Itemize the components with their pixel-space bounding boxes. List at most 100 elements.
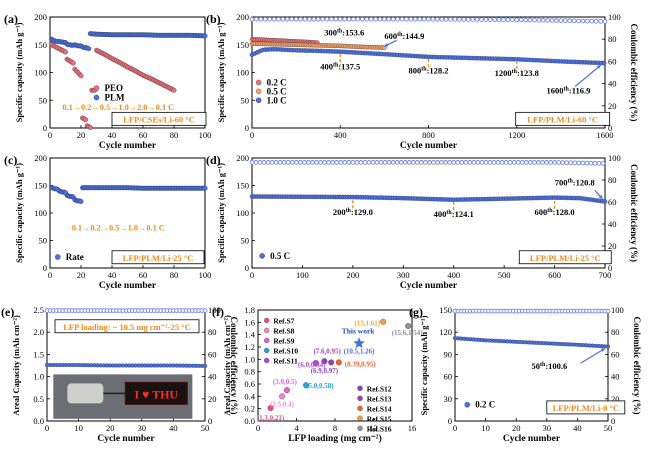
peo-point [78, 73, 84, 79]
ce-point [289, 160, 295, 165]
ce-point [572, 160, 578, 166]
y-tick-label: 150 [34, 40, 47, 50]
x-axis-label: Cycle number [400, 281, 458, 291]
ce-point [364, 16, 370, 22]
ce-point [451, 160, 457, 165]
legend-label: 0.2 C [475, 400, 495, 410]
x-tick-label: 40 [573, 423, 582, 433]
legend-marker [357, 425, 363, 431]
y-tick-label: 200 [236, 153, 249, 163]
ce-point [554, 18, 559, 23]
plm-point [86, 46, 92, 52]
x-tick-label: 500 [498, 270, 511, 280]
ce-point [271, 16, 277, 22]
x-axis-label: Cycle number [400, 141, 458, 151]
arrow-head [596, 65, 601, 70]
ce-point [536, 160, 541, 165]
ce-point [258, 16, 264, 22]
ce-point [452, 17, 458, 22]
y2-tick-label: 100 [611, 305, 624, 315]
condition-note: LFP/PLM/Li-60 °C [527, 114, 598, 124]
legend-marker [264, 337, 270, 344]
legend-marker [357, 405, 363, 411]
ce-point [285, 160, 291, 165]
ce-point [461, 17, 467, 22]
ce-point [532, 160, 537, 165]
data-label: 800th:128.2 [408, 66, 448, 76]
ce-point [249, 16, 255, 22]
ce-point [330, 160, 336, 165]
peo-point [63, 49, 68, 55]
ce-point [470, 17, 475, 22]
condition-note: LFP loading: ~ 10.5 mg cm⁻²-25 °C [63, 322, 190, 332]
x-tick-label: 400 [334, 130, 347, 140]
ce-point [487, 17, 493, 22]
legend-marker [55, 254, 61, 260]
condition-note: LFP/PLM/Li-0 °C [553, 403, 619, 413]
y-tick-label: 0 [245, 123, 249, 133]
ce-point [580, 18, 586, 24]
x-tick-label: 400 [447, 270, 460, 280]
ce-point [355, 16, 361, 22]
point-label: (1.3,0.21) [257, 414, 285, 422]
x-tick-label: 20 [106, 423, 115, 433]
x-tick-label: 50 [201, 423, 210, 433]
y-tick-label: 200 [236, 12, 249, 22]
legend-label: Ref.S10 [273, 346, 298, 355]
note-box [518, 250, 612, 265]
x-tick-label: 20 [512, 423, 521, 433]
x-tick-label: 600 [548, 270, 561, 280]
y2-tick-label: 20 [608, 241, 617, 251]
legend-marker [255, 79, 262, 86]
reference-point [283, 387, 290, 394]
ce-point [377, 16, 383, 22]
y2-tick-label: 100 [608, 12, 621, 22]
series-point-10C [601, 60, 607, 66]
ce-point [350, 160, 356, 165]
ce-point [398, 160, 404, 165]
ce-point [386, 160, 392, 165]
panel-label: (f) [212, 305, 224, 319]
condition-note: LFP/CSEs/Li-60 °C [123, 114, 195, 124]
y-axis-label: Specific capacity (mAh g⁻¹) [14, 22, 24, 122]
ce-point [518, 17, 524, 23]
legend-marker [93, 85, 100, 91]
x-tick-label: 80 [170, 130, 179, 140]
reference-point [405, 323, 412, 329]
reference-point [328, 359, 335, 366]
ce-point [474, 17, 480, 22]
ce-point [600, 161, 606, 166]
led-text: I ♥ THU [135, 387, 179, 401]
arrow-head [598, 194, 603, 199]
ce-point [463, 160, 469, 165]
ce-point [249, 160, 255, 165]
y-tick-label: 0 [43, 123, 47, 133]
y-tick-label: 0.6 [244, 379, 255, 389]
ce-point [338, 160, 344, 165]
ce-point [257, 160, 263, 165]
y-tick-label: 1.0 [244, 354, 255, 364]
ce-point [427, 160, 432, 165]
y2-axis-label: Coulombic efficiency (%) [632, 317, 642, 415]
ce-point [584, 160, 590, 166]
point-label: (3.0,0.5) [273, 378, 298, 386]
rate-point [78, 198, 84, 204]
data-label: 300th:153.6 [324, 27, 364, 37]
ce-point [294, 160, 299, 165]
legend-label: Ref.S7 [273, 316, 294, 325]
ce-point [311, 16, 317, 22]
x-tick-label: 20 [77, 270, 86, 280]
y2-tick-label: 0 [608, 263, 612, 273]
y-tick-label: 200 [34, 12, 47, 22]
y2-tick-label: 60 [208, 349, 217, 359]
ce-point [589, 18, 595, 24]
y-tick-label: 100 [236, 68, 249, 78]
legend-label: Ref.S9 [273, 336, 294, 345]
ce-point [273, 160, 279, 165]
ce-point [373, 16, 378, 22]
legend-marker [264, 317, 270, 324]
legend-label: 0.5 C [267, 86, 287, 96]
areal-capacity-point [202, 363, 208, 368]
ce-point [545, 18, 550, 23]
ce-point [509, 17, 515, 23]
